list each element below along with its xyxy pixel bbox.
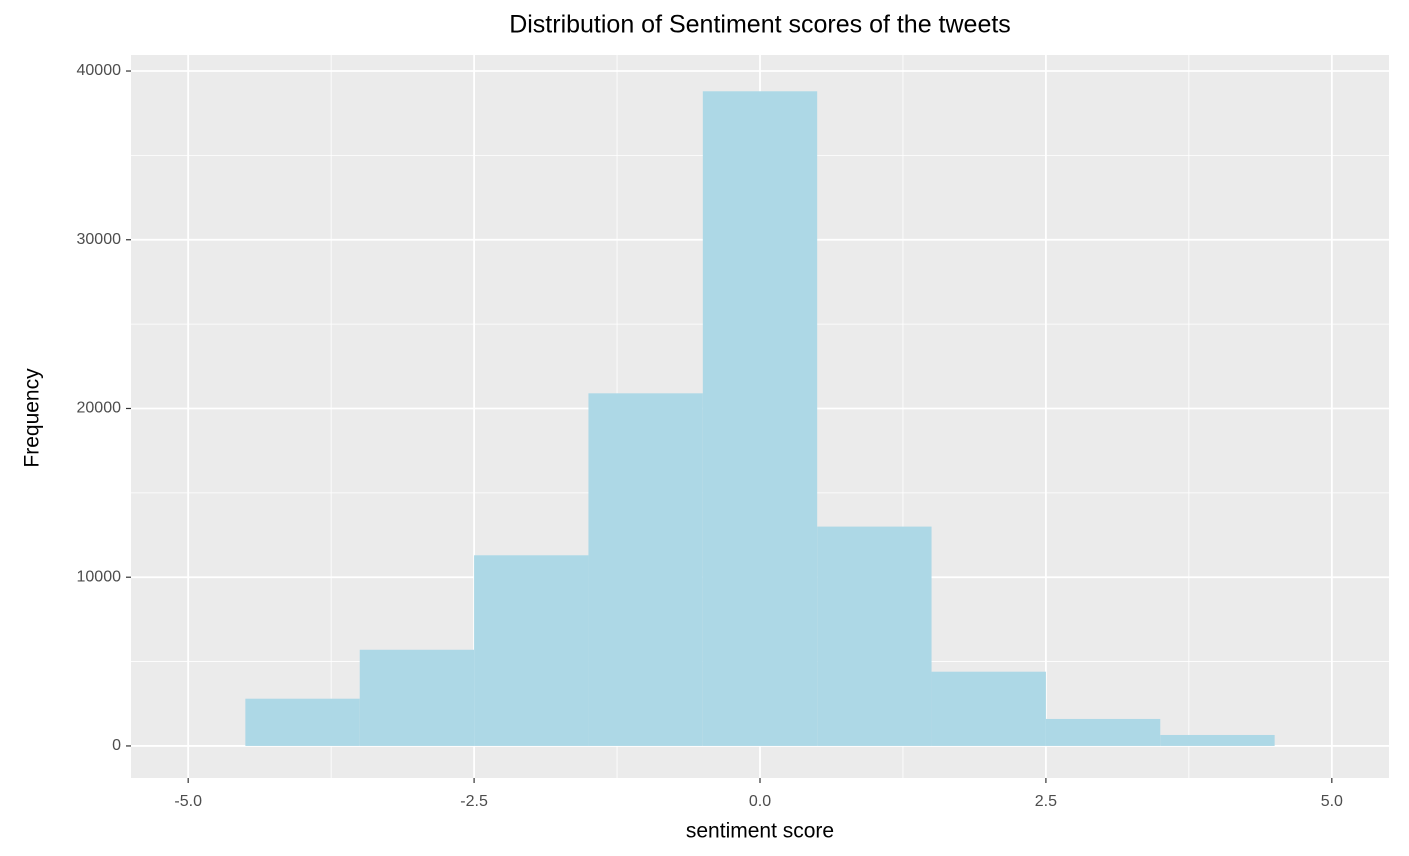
y-tick-label: 20000 [77, 400, 122, 417]
x-tick-label: 5.0 [1321, 793, 1343, 810]
y-tick-label: 10000 [77, 568, 122, 585]
bar [931, 671, 1046, 746]
bar [588, 393, 703, 746]
x-tick-label: -2.5 [460, 793, 488, 810]
y-tick-label: 30000 [77, 231, 122, 248]
y-axis-label: Frequency [21, 368, 44, 468]
y-tick-label: 40000 [77, 62, 122, 79]
bar [1160, 734, 1275, 746]
bar [1045, 718, 1161, 746]
bar [817, 526, 932, 746]
bar [474, 555, 589, 746]
x-tick-label: 0.0 [749, 793, 771, 810]
x-tick-label: 2.5 [1035, 793, 1057, 810]
bar [359, 649, 475, 746]
bar [702, 91, 818, 746]
y-tick-label: 0 [112, 737, 121, 754]
bar [245, 698, 360, 746]
x-tick-label: -5.0 [174, 793, 202, 810]
x-axis-label: sentiment score [686, 820, 834, 843]
chart-title: Distribution of Sentiment scores of the … [509, 11, 1011, 39]
